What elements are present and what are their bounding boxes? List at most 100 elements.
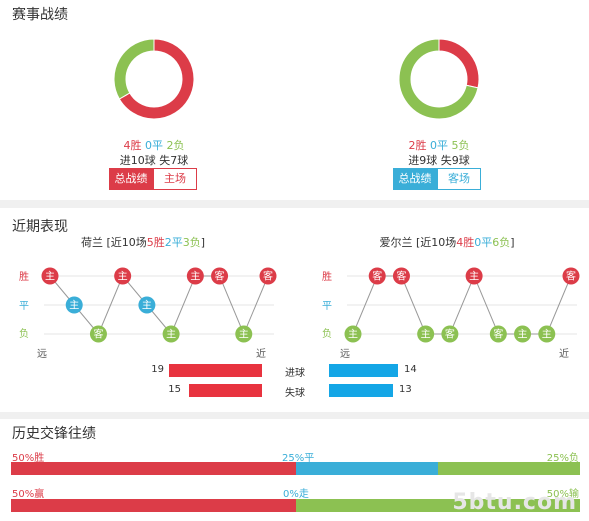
home-match-point[interactable] [235,325,253,343]
home-draw-count: 0平 [145,139,163,152]
away-record-donut [398,38,480,120]
away-match-point[interactable] [489,325,507,343]
away-match-point[interactable] [514,325,532,343]
h2h-cover-push-pct: 0%走 [283,489,309,500]
away-goals-bar [329,364,398,377]
away-match-venue: 主 [421,329,431,341]
away-form-line [352,274,572,335]
recent-form-title: 近期表现 [12,219,68,235]
away-match-point[interactable] [562,267,580,285]
home-axis-win: 胜 [19,272,29,283]
away-match-point[interactable] [465,267,483,285]
away-total-record-button[interactable]: 总战绩 [393,168,437,190]
h2h-cover-loss-pct: 50%输 [546,489,579,500]
home-match-point[interactable] [65,296,83,314]
home-far-label: 远 [37,349,47,360]
home-match-venue: 主 [166,329,176,341]
home-axis-loss: 负 [19,329,29,340]
home-form-line [49,275,269,336]
away-donut-loss-slice [398,38,479,120]
home-goals: 进10球 失7球 [119,154,189,167]
home-form-wins: 5胜 [146,236,165,249]
home-conceded-bar [188,384,262,397]
away-far-label: 远 [340,349,350,360]
home-form-losses: 3负 [182,236,201,249]
goals-label: 进球 [285,368,305,379]
away-wdl: 2胜 0平 5负 [339,137,539,153]
h2h-draw-bar [295,462,438,475]
home-donut-win-slice [118,38,195,120]
home-goals-bar [169,364,262,377]
home-match-venue: 客 [263,270,273,283]
away-match-point[interactable] [441,325,459,343]
h2h-win-bar [11,462,296,475]
home-record-donut [113,38,195,120]
away-form-suffix: ] [510,236,515,249]
head-to-head-title: 历史交锋往绩 [12,426,96,442]
watermark-logo: 5btu.com [452,490,577,515]
home-total-record-button[interactable]: 总战绩 [109,168,153,190]
away-match-point[interactable] [368,267,386,285]
away-record-toggle: 总战绩 客场 [393,168,481,190]
home-conceded-value: 15 [168,384,181,395]
h2h-cover-win-pct: 50%赢 [12,489,45,500]
home-match-point[interactable] [89,325,107,343]
conceded-label: 失球 [285,388,305,399]
home-near-label: 近 [256,349,266,360]
home-form-draws: 2平 [164,236,183,249]
record-panel: 赛事战绩 4胜 0平 2负 进10球 失7球 2胜 0平 5负 进9球 失9球 … [0,0,589,200]
home-venue-button[interactable]: 主场 [153,168,197,190]
home-match-point[interactable] [211,267,229,285]
away-match-point[interactable] [417,325,435,343]
home-match-point[interactable] [41,267,59,285]
away-axis-win: 胜 [322,272,332,283]
away-goals: 进9球 失9球 [408,154,470,167]
home-match-venue: 主 [142,300,152,312]
away-venue-button[interactable]: 客场 [437,168,481,190]
away-axis-loss: 负 [322,329,332,340]
away-form-header: 爱尔兰 [近10场4胜0平6负] [317,234,577,250]
home-wdl: 4胜 0平 2负 [54,137,254,153]
away-conceded-value: 13 [399,384,412,395]
home-match-point[interactable] [138,296,156,314]
home-match-venue: 主 [69,300,79,312]
recent-form-panel: 近期表现 荷兰 [近10场5胜2平3负] 爱尔兰 [近10场4胜0平6负] 胜 … [0,208,589,412]
away-match-point[interactable] [344,325,362,343]
home-match-venue: 主 [118,271,128,283]
away-match-venue: 客 [566,270,576,283]
home-loss-count: 2负 [166,139,185,152]
home-match-point[interactable] [114,267,132,285]
h2h-cover-win-bar [11,499,296,512]
home-form-prefix: 荷兰 [近10场 [80,236,147,249]
away-match-venue: 主 [469,271,479,283]
home-match-point[interactable] [259,267,277,285]
h2h-draw-pct: 25%平 [282,453,315,464]
home-match-point[interactable] [186,267,204,285]
h2h-win-pct: 50%胜 [12,453,45,464]
away-match-venue: 客 [396,270,406,283]
away-match-point[interactable] [538,325,556,343]
away-win-count: 2胜 [408,139,427,152]
away-match-venue: 主 [542,329,552,341]
away-match-venue: 主 [348,329,358,341]
home-form-header: 荷兰 [近10场5胜2平3负] [13,234,273,250]
away-goals-value: 14 [404,364,417,375]
away-match-point[interactable] [392,267,410,285]
home-form-suffix: ] [200,236,206,249]
h2h-cover-loss-bar [295,499,580,512]
home-axis-draw: 平 [19,301,29,312]
home-match-venue: 客 [93,328,103,341]
record-title: 赛事战绩 [12,7,68,23]
home-match-point[interactable] [162,325,180,343]
away-match-venue: 客 [445,328,455,341]
away-form-losses: 6负 [492,236,511,249]
home-match-venue: 主 [190,271,200,283]
home-match-venue: 主 [239,329,249,341]
recent-form-chart: 主主客主主主主 客主客 主客 客主 客主客主主客 [41,267,580,343]
away-axis-draw: 平 [322,301,332,312]
away-match-venue: 客 [372,270,382,283]
head-to-head-panel: 历史交锋往绩 50%胜 25%平 25%负 50%赢 0%走 50%输 5btu… [0,419,589,521]
home-record-toggle: 总战绩 主场 [109,168,197,190]
away-near-label: 近 [559,349,569,360]
h2h-loss-bar [437,462,580,475]
